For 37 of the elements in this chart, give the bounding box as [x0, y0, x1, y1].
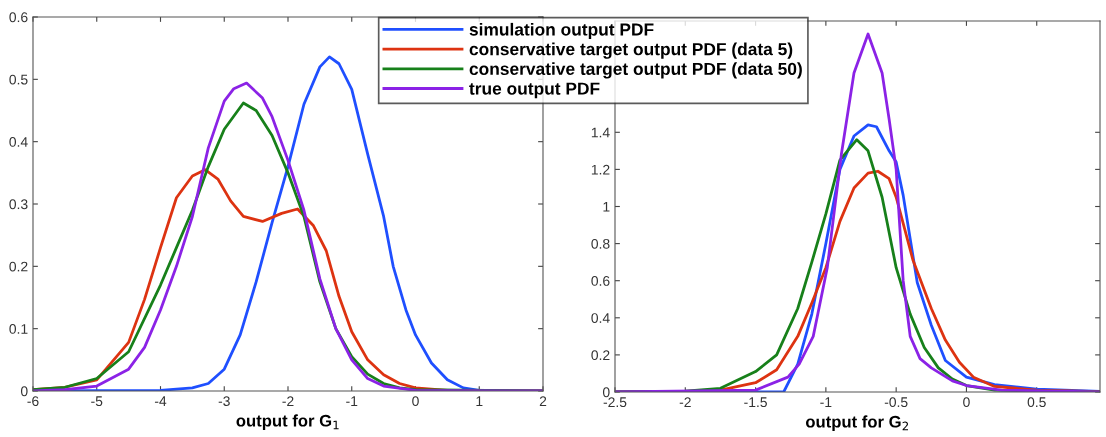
y-tick-label: 0.1 [9, 324, 28, 334]
y-tick-label: 0.2 [591, 350, 610, 361]
legend-label: conservative target output PDF (data 5) [469, 42, 793, 59]
y-tick-label: 1 [603, 201, 610, 212]
x-tick-label: -6 [27, 396, 39, 407]
x-tick-label: 0.5 [1027, 397, 1046, 408]
x-tick-label: -1 [346, 396, 358, 406]
x-tick-label: 1 [476, 396, 483, 406]
x-tick-label: -2 [679, 397, 691, 407]
x-tick-label: -3 [218, 396, 230, 407]
x-tick-label: -1.5 [744, 397, 767, 408]
y-tick-label: 1.4 [591, 127, 610, 138]
x-axis-title: output for G$_{2}$ [805, 415, 909, 431]
x-axis-title: output for G$_{1}$ [236, 414, 339, 430]
x-tick-label: 2 [539, 396, 547, 406]
x-tick-label: -4 [154, 396, 167, 406]
x-tick-label: 0 [412, 396, 419, 407]
legend-label: simulation output PDF [469, 22, 654, 40]
y-tick-label: 0.6 [591, 276, 610, 286]
x-tick-label: -2 [282, 396, 294, 406]
legend-label: conservative target output PDF (data 50) [469, 62, 802, 79]
x-tick-label: 0 [963, 397, 970, 408]
y-tick-label: 1.2 [591, 164, 610, 175]
y-tick-label: 0.2 [9, 261, 28, 272]
x-tick-label: -1 [820, 397, 832, 407]
y-tick-label: 0.3 [9, 199, 28, 210]
y-tick-label: 0.4 [591, 313, 610, 323]
y-tick-label: 0 [602, 387, 610, 398]
y-tick-label: 0 [20, 386, 28, 397]
y-tick-label: 0.8 [591, 238, 610, 249]
x-tick-label: -2.5 [603, 397, 627, 408]
x-tick-label: -0.5 [884, 397, 908, 408]
y-tick-label: 0.6 [9, 12, 28, 23]
x-tick-label: -5 [91, 396, 103, 407]
y-tick-label: 0.5 [9, 74, 28, 85]
y-tick-label: 0.4 [9, 137, 28, 147]
legend-label: true output PDF [469, 82, 600, 99]
